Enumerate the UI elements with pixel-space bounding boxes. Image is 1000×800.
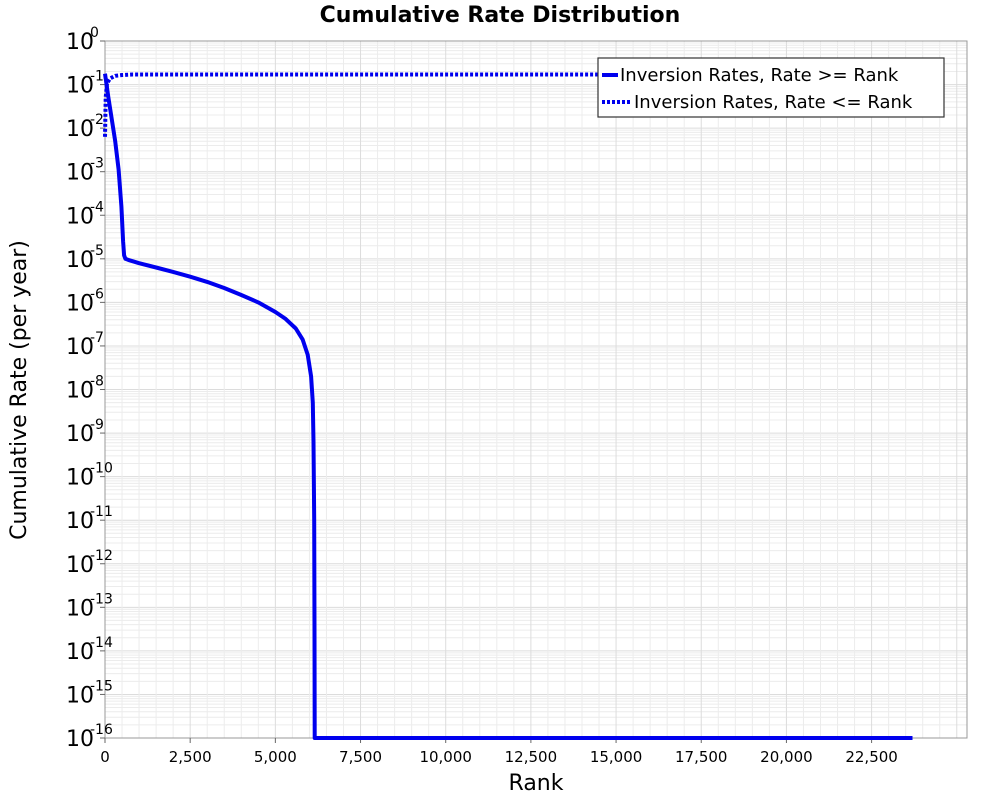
y-tick-exponent: -1: [90, 69, 104, 85]
y-tick-label: 10: [66, 335, 94, 360]
y-tick-label: 10: [66, 248, 94, 273]
legend-entry-rate-le-rank: Inversion Rates, Rate <= Rank: [634, 92, 913, 113]
legend: Inversion Rates, Rate >= Rank Inversion …: [597, 57, 945, 118]
x-tick-label: 15,000: [590, 748, 643, 766]
x-tick-label: 12,500: [505, 748, 558, 766]
x-tick-label: 20,000: [760, 748, 813, 766]
x-tick-label: 17,500: [675, 748, 728, 766]
y-tick-exponent: -13: [90, 591, 113, 607]
x-axis-label: Rank: [509, 771, 564, 796]
x-tick-label: 5,000: [254, 748, 297, 766]
y-tick-exponent: 0: [90, 25, 99, 41]
y-tick-exponent: -10: [90, 461, 113, 477]
chart-title: Cumulative Rate Distribution: [320, 3, 681, 28]
y-tick-label: 10: [66, 422, 94, 447]
y-tick-exponent: -6: [90, 286, 104, 302]
y-tick-label: 10: [66, 509, 94, 534]
y-tick-label: 10: [66, 553, 94, 578]
y-tick-label: 10: [66, 466, 94, 491]
y-axis-label: Cumulative Rate (per year): [7, 240, 32, 540]
y-tick-exponent: -12: [90, 548, 113, 564]
y-tick-exponent: -14: [90, 635, 113, 651]
y-axis-ticks: 10010-110-210-310-410-510-610-710-810-91…: [66, 25, 113, 752]
y-tick-label: 10: [66, 117, 94, 142]
y-tick-label: 10: [66, 161, 94, 186]
y-tick-label: 10: [66, 727, 94, 752]
legend-box: [597, 57, 945, 118]
y-tick-label: 10: [66, 204, 94, 229]
y-tick-label: 10: [66, 30, 94, 55]
y-tick-label: 10: [66, 596, 94, 621]
y-tick-exponent: -5: [90, 243, 104, 259]
x-tick-label: 7,500: [339, 748, 382, 766]
y-tick-exponent: -9: [90, 417, 104, 433]
x-tick-label: 22,500: [845, 748, 898, 766]
y-tick-exponent: -16: [90, 722, 113, 738]
y-tick-exponent: -15: [90, 678, 113, 694]
series-line-rate-ge-rank: [103, 73, 913, 740]
y-tick-exponent: -4: [90, 199, 104, 215]
x-tick-label: 2,500: [169, 748, 212, 766]
y-tick-label: 10: [66, 379, 94, 404]
x-tick-label: 10,000: [419, 748, 472, 766]
x-axis-ticks: 0 2,500 5,000 7,500 10,000 12,500 15,000 17,500…: [100, 738, 898, 766]
legend-entry-rate-ge-rank: Inversion Rates, Rate >= Rank: [620, 65, 899, 86]
y-tick-label: 10: [66, 74, 94, 99]
grid: [104, 40, 967, 739]
y-tick-exponent: -8: [90, 374, 104, 390]
x-tick-label: 0: [100, 748, 110, 766]
y-tick-label: 10: [66, 291, 94, 316]
y-tick-exponent: -11: [90, 504, 113, 520]
y-tick-label: 10: [66, 640, 94, 665]
y-tick-label: 10: [66, 683, 94, 708]
y-tick-exponent: -2: [90, 112, 104, 128]
y-tick-exponent: -3: [90, 156, 104, 172]
y-tick-exponent: -7: [90, 330, 104, 346]
